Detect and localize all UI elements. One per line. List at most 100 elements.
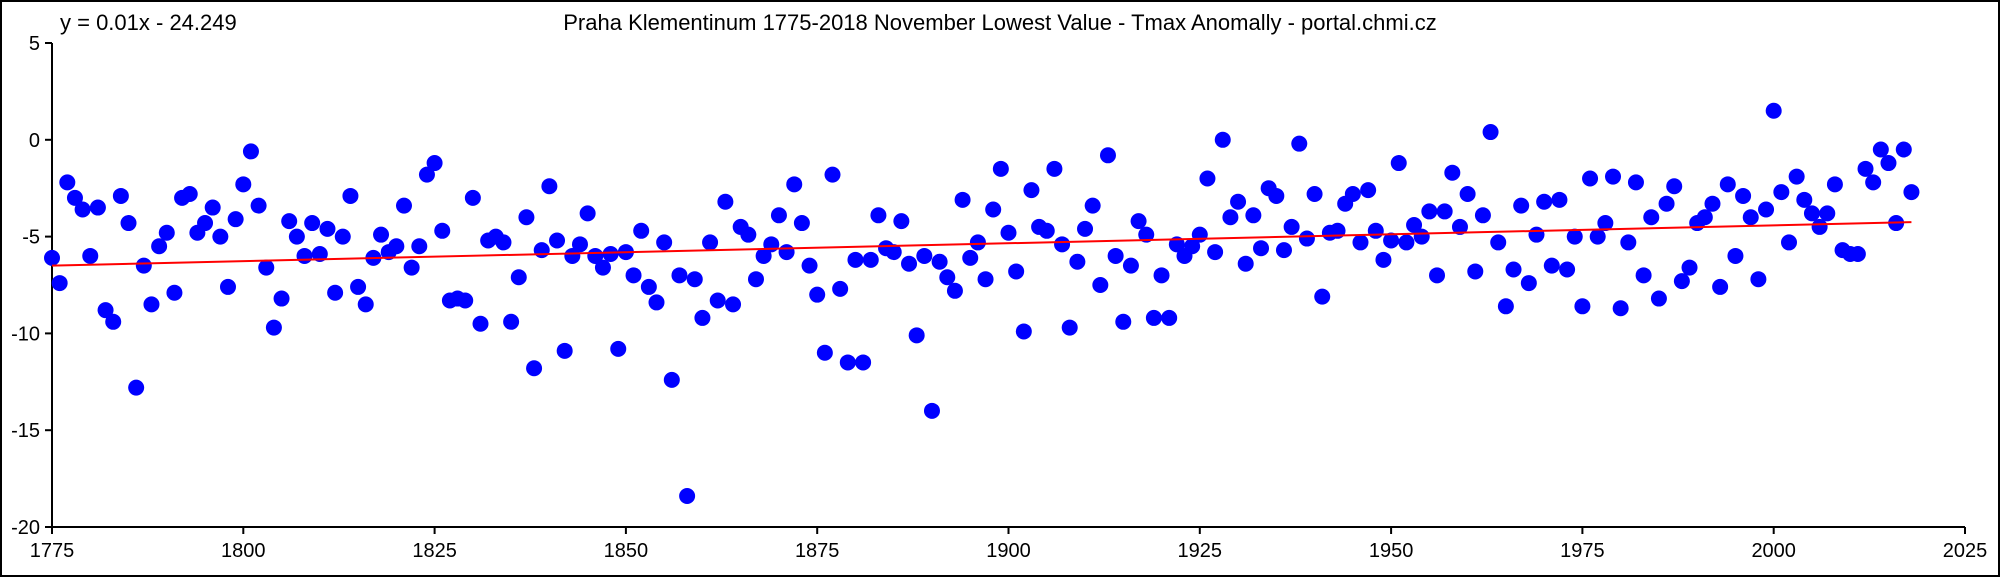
data-point <box>1046 160 1063 177</box>
data-point <box>770 207 787 224</box>
data-point <box>1367 222 1384 239</box>
data-point <box>1597 215 1614 232</box>
data-point <box>809 286 826 303</box>
data-point <box>1505 261 1522 278</box>
data-point <box>1275 242 1292 259</box>
data-point <box>327 284 344 301</box>
data-point <box>395 197 412 214</box>
data-point <box>357 296 374 313</box>
data-point <box>1467 263 1484 280</box>
data-point <box>1750 271 1767 288</box>
tick-group: 1775 1800 1825 1850 1875 1900 1925 1950 1975 2000… <box>11 33 1987 562</box>
data-point <box>1084 197 1101 214</box>
data-point <box>1344 186 1361 203</box>
data-point <box>1191 226 1208 243</box>
data-point <box>1283 218 1300 235</box>
data-point <box>1765 102 1782 119</box>
data-point <box>51 275 68 292</box>
data-point <box>1712 278 1729 295</box>
data-point <box>893 213 910 230</box>
data-point <box>112 187 129 204</box>
data-point <box>1237 255 1254 272</box>
x-tick-label: 2000 <box>1751 540 1796 562</box>
data-point <box>1436 203 1453 220</box>
data-point <box>992 160 1009 177</box>
data-point <box>1536 193 1553 210</box>
data-point <box>1826 176 1843 193</box>
data-point <box>120 215 137 232</box>
data-point <box>296 247 313 264</box>
x-tick-label: 1950 <box>1369 540 1414 562</box>
data-point <box>1773 184 1790 201</box>
data-point <box>747 271 764 288</box>
y-tick-label: -20 <box>11 517 40 539</box>
data-point <box>1528 226 1545 243</box>
data-point <box>1635 267 1652 284</box>
data-point <box>740 226 757 243</box>
data-point <box>1069 253 1086 270</box>
data-point <box>1145 309 1162 326</box>
data-point <box>288 228 305 245</box>
data-point <box>679 488 696 505</box>
data-point <box>1077 220 1094 237</box>
data-point <box>541 178 558 195</box>
data-point <box>59 174 76 191</box>
data-point <box>816 344 833 361</box>
data-point <box>426 155 443 172</box>
data-point <box>495 234 512 251</box>
data-point <box>793 215 810 232</box>
y-tick-label: -15 <box>11 420 40 442</box>
data-point <box>464 189 481 206</box>
data-point <box>862 251 879 268</box>
x-tick-label: 1875 <box>795 540 840 562</box>
data-point <box>1696 209 1713 226</box>
data-point <box>1673 273 1690 290</box>
data-point <box>1727 247 1744 264</box>
data-point <box>1207 244 1224 261</box>
data-point <box>625 267 642 284</box>
data-point <box>1153 267 1170 284</box>
data-point <box>1474 207 1491 224</box>
data-point <box>1880 155 1897 172</box>
data-point <box>212 228 229 245</box>
data-point <box>105 313 122 330</box>
data-point <box>151 238 168 255</box>
data-point <box>1895 141 1912 158</box>
data-point <box>1214 131 1231 148</box>
data-point <box>648 294 665 311</box>
data-point <box>82 247 99 264</box>
data-point <box>847 251 864 268</box>
data-point <box>518 209 535 226</box>
data-point <box>1360 182 1377 199</box>
data-point <box>143 296 160 313</box>
data-point <box>1413 228 1430 245</box>
data-point <box>1612 300 1629 317</box>
x-tick-label: 1825 <box>412 540 457 562</box>
data-point <box>319 220 336 237</box>
data-point <box>411 238 428 255</box>
data-point <box>1008 263 1025 280</box>
data-point <box>74 201 91 218</box>
data-point <box>1061 319 1078 336</box>
data-point <box>1459 186 1476 203</box>
data-point <box>656 234 673 251</box>
data-point <box>158 224 175 241</box>
data-point <box>1742 209 1759 226</box>
data-point <box>1444 164 1461 181</box>
data-point <box>571 236 588 253</box>
data-point <box>242 143 259 160</box>
data-point <box>1627 174 1644 191</box>
data-point <box>311 246 328 263</box>
data-point <box>1199 170 1216 187</box>
data-point <box>763 236 780 253</box>
data-point <box>1543 257 1560 274</box>
data-point <box>1375 251 1392 268</box>
data-point <box>663 371 680 388</box>
data-point <box>1513 197 1530 214</box>
data-point <box>1161 309 1178 326</box>
data-point <box>1352 234 1369 251</box>
data-point <box>503 313 520 330</box>
data-point <box>1092 277 1109 293</box>
y-tick-label: -5 <box>22 227 40 249</box>
data-point <box>1015 323 1032 340</box>
